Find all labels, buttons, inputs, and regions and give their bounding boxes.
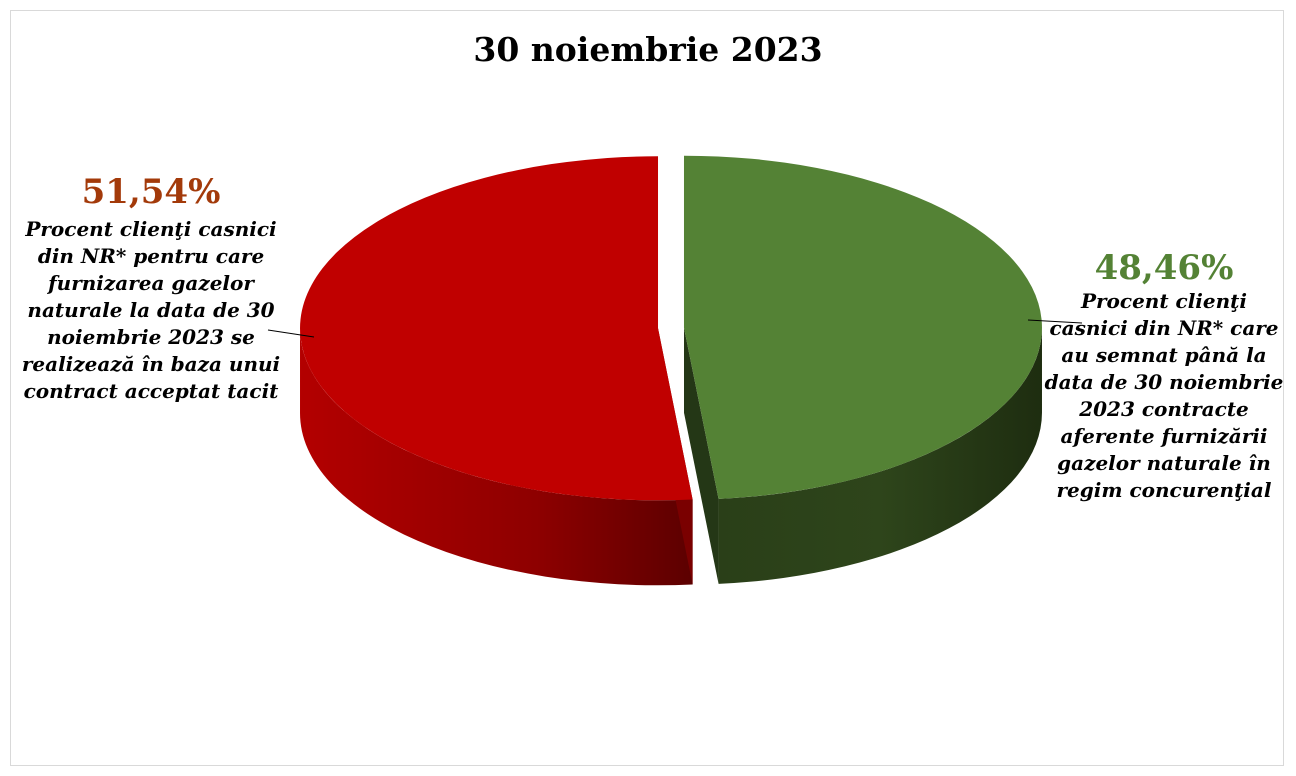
chart-title: 30 noiembrie 2023 — [473, 30, 823, 69]
pie-slice-cut-0 — [683, 327, 719, 584]
slice-value-label-red: 51,54% — [81, 172, 221, 212]
leader-line-left — [267, 329, 315, 338]
slice-value-label-green: 48,46% — [1094, 248, 1234, 288]
slice-category-label-green: Procent clienţi casnici din NR* care au … — [1044, 289, 1284, 502]
slice-category-label-red: Procent clienţi casnici din NR* pentru c… — [21, 217, 281, 403]
pie-slice-side-1 — [300, 328, 693, 586]
leader-line-right — [1027, 319, 1083, 324]
pie-slice-0 — [683, 155, 1042, 499]
pie-slice-1 — [300, 156, 693, 501]
pie-slice-side-0 — [718, 327, 1042, 584]
